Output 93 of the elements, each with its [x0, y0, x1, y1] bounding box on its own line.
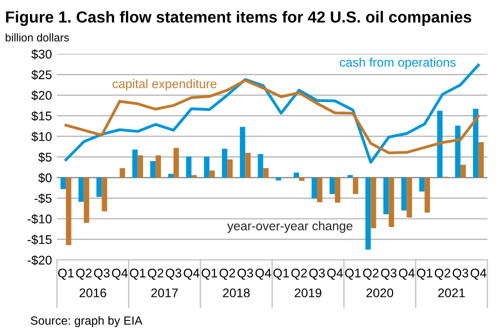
bar [473, 108, 478, 178]
bar [132, 150, 138, 178]
series-label: cash from operations [340, 58, 456, 70]
bar [174, 148, 179, 178]
x-tick-label: Q2 [434, 268, 450, 280]
bar [204, 156, 210, 178]
bar [66, 178, 72, 246]
bar [424, 178, 430, 213]
bar [365, 178, 371, 250]
bar [419, 178, 425, 192]
x-tick-label: Q4 [184, 268, 200, 280]
y-tick-label: -$5 [34, 193, 52, 204]
text: 2016 [80, 288, 106, 298]
x-tick-label: Q2 [220, 268, 236, 280]
bar [437, 110, 443, 178]
bar [312, 178, 317, 199]
bar [222, 148, 228, 178]
y-tick-label: -$20 [28, 255, 52, 266]
bar [96, 178, 102, 197]
bar [352, 178, 358, 194]
bar [263, 168, 269, 178]
bar [78, 178, 84, 202]
x-tick-label: Q2 [148, 268, 164, 280]
x-tick-label: Q4 [470, 268, 486, 280]
x-tick-label: Q1 [345, 268, 361, 280]
x-tick-label: Q4 [112, 268, 128, 280]
y-tick-label: $0 [38, 172, 52, 183]
bar [276, 178, 282, 180]
y-tick-label: $5 [38, 152, 52, 162]
bar [334, 178, 340, 203]
y-tick-label: $10 [31, 132, 52, 142]
bar [460, 164, 466, 178]
x-tick-label: Q3 [166, 268, 182, 280]
y-tick-label: -$10 [28, 214, 52, 224]
x-tick-label: Q1 [273, 268, 289, 280]
x-tick-label: Q3 [309, 268, 325, 280]
bar [383, 178, 389, 214]
bar [388, 178, 394, 227]
x-tick-label: Q1 [416, 268, 432, 280]
bar [316, 178, 322, 202]
x-tick-label: Q2 [363, 268, 379, 280]
source-note: Source: graph by EIA [30, 316, 142, 328]
x-tick-label: Q3 [94, 268, 110, 280]
line-series [64, 78, 480, 154]
y-tick-label: $25 [31, 70, 52, 80]
bar [150, 161, 156, 178]
bar [60, 178, 66, 190]
text: 2018 [223, 288, 250, 298]
bar [406, 178, 412, 218]
y-tick-label: $30 [31, 49, 52, 60]
bar [227, 159, 233, 178]
bar [370, 178, 376, 228]
annotation: year-over-year change [227, 221, 352, 233]
bar [299, 178, 304, 181]
text: 2019 [294, 288, 322, 298]
bar [168, 174, 174, 178]
bar [138, 155, 144, 178]
bar [240, 126, 246, 178]
bar [478, 142, 484, 178]
bar [191, 175, 197, 178]
x-tick-label: Q1 [130, 268, 146, 280]
y-tick-label: $20 [31, 90, 52, 101]
x-tick-label: Q3 [380, 268, 397, 280]
bar [245, 152, 251, 178]
bar [102, 178, 108, 212]
bar [347, 175, 353, 178]
y-tick-label: $15 [31, 111, 52, 122]
x-tick-label: Q3 [238, 268, 254, 280]
bar [330, 178, 335, 194]
x-tick-label: Q1 [58, 268, 74, 280]
x-tick-label: Q4 [327, 268, 343, 280]
bar [401, 178, 407, 211]
bar [294, 172, 300, 178]
chart-subtitle: billion dollars [6, 33, 69, 42]
x-tick-label: Q1 [202, 268, 218, 280]
bar [455, 126, 460, 178]
series-label: capital expenditure [112, 79, 216, 91]
bar [120, 168, 126, 178]
x-tick-label: Q3 [452, 268, 468, 280]
text: 2017 [151, 288, 178, 298]
bar [84, 178, 90, 223]
bar [186, 156, 192, 178]
bar [156, 155, 161, 178]
y-tick-label: -$15 [28, 234, 52, 245]
bar [209, 170, 215, 178]
chart-title: Figure 1. Cash flow statement items for 42 U.S. oil companies [6, 10, 472, 26]
bar [258, 154, 264, 178]
x-tick-label: Q4 [255, 268, 272, 280]
x-tick-label: Q2 [76, 268, 92, 280]
text: 2020 [366, 288, 394, 298]
x-tick-label: Q2 [291, 268, 307, 280]
text: 2021 [438, 288, 465, 298]
x-tick-label: Q4 [398, 268, 415, 280]
